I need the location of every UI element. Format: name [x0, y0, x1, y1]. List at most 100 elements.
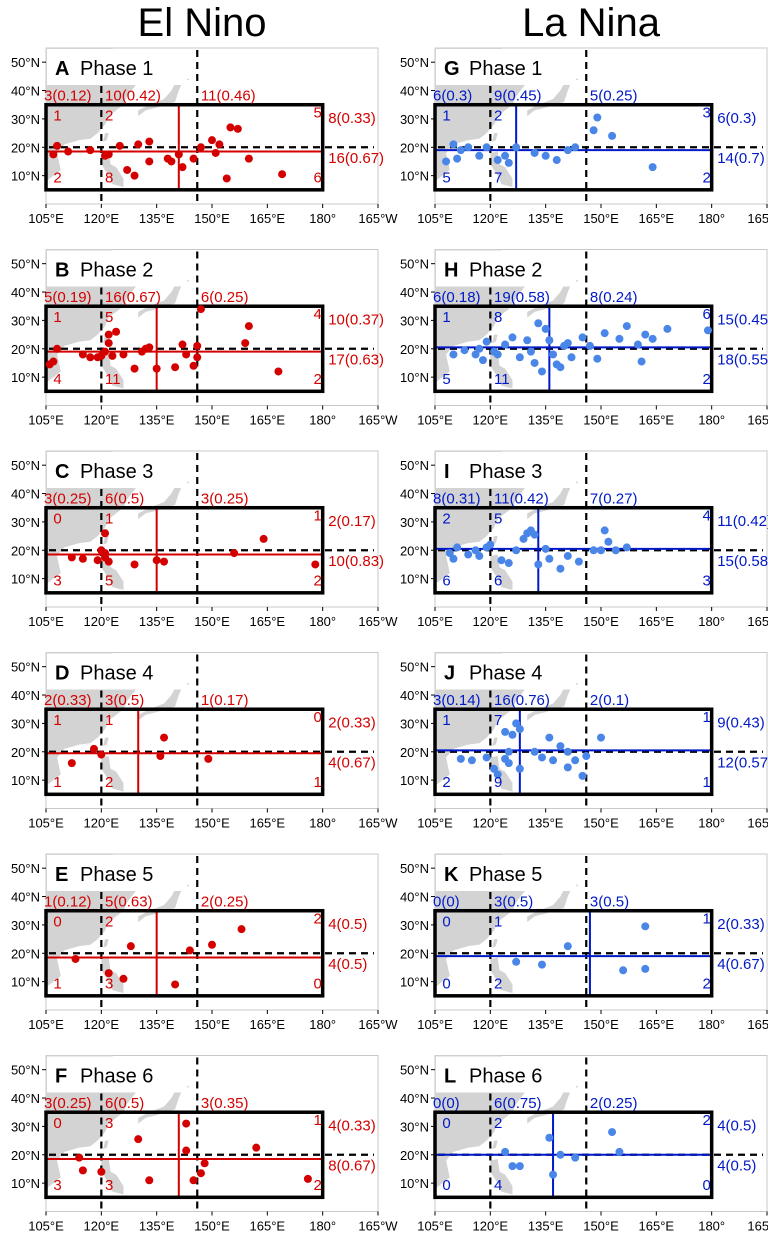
tc-point-F-11	[196, 1169, 205, 1178]
tc-point-B-2	[53, 344, 62, 353]
top-count-J-1: 16(0.76)	[494, 692, 550, 709]
tc-point-B-17	[152, 364, 161, 373]
right-count-south-H: 18(0.55)	[717, 351, 768, 368]
lat-label-A-20: 20°N	[11, 140, 40, 155]
lon-label-J-195: 165°W	[747, 816, 768, 831]
tc-point-A-19	[211, 148, 220, 157]
lat-label-K-40: 40°N	[400, 890, 429, 905]
land-taiwan-F	[103, 1140, 109, 1150]
lon-label-H-120: 120°E	[473, 413, 509, 428]
tc-point-B-25	[244, 322, 253, 331]
tc-point-H-15	[537, 367, 546, 376]
quad-tl-F: 0	[53, 1115, 61, 1132]
top-count-F-2: 3(0.35)	[201, 1095, 249, 1112]
lat-label-H-10: 10°N	[400, 370, 429, 385]
quad-bc-H: 11	[494, 371, 510, 388]
lon-label-B-150: 150°E	[194, 413, 230, 428]
land-taiwan-H	[492, 334, 498, 344]
tc-point-H-3	[475, 344, 484, 353]
tc-point-J-19	[563, 763, 572, 772]
right-count-south-L: 4(0.5)	[717, 1157, 756, 1174]
tc-point-G-15	[571, 143, 580, 152]
tc-point-B-22	[193, 353, 202, 362]
lon-label-C-150: 150°E	[194, 614, 230, 629]
lat-label-E-40: 40°N	[11, 890, 40, 905]
lon-label-G-195: 165°W	[747, 211, 768, 226]
quad-br-L: 0	[702, 1177, 710, 1194]
lon-label-L-195: 165°W	[747, 1219, 768, 1234]
land-philippines-K	[490, 957, 513, 993]
right-count-south-J: 12(0.57)	[717, 754, 768, 771]
tc-point-G-3	[456, 146, 465, 155]
lon-label-E-195: 165°W	[358, 1017, 398, 1032]
lon-label-E-150: 150°E	[194, 1017, 230, 1032]
land-philippines-E	[101, 957, 124, 993]
quad-br-H: 2	[702, 371, 710, 388]
tc-point-B-9	[104, 330, 113, 339]
right-count-north-G: 6(0.3)	[717, 110, 756, 127]
panel-phase-K: Phase 5	[469, 864, 542, 886]
right-count-north-K: 2(0.33)	[717, 916, 765, 933]
quad-tl-L: 0	[442, 1115, 450, 1132]
tc-point-K-0	[512, 957, 521, 966]
top-count-I-1: 11(0.42)	[494, 490, 549, 507]
lon-label-A-135: 135°E	[139, 211, 175, 226]
lon-label-B-120: 120°E	[84, 413, 120, 428]
tc-point-H-7	[493, 350, 502, 359]
right-count-south-D: 4(0.67)	[328, 754, 376, 771]
top-count-H-0: 6(0.18)	[433, 289, 481, 306]
lon-label-I-180: 180°	[698, 614, 725, 629]
tc-point-B-24	[196, 305, 205, 314]
tc-point-G-0	[442, 157, 451, 166]
tc-point-J-2	[482, 753, 491, 762]
top-count-J-0: 3(0.14)	[433, 692, 481, 709]
panel-label-bg-I	[436, 452, 576, 488]
lat-label-B-30: 30°N	[11, 313, 40, 328]
tc-point-B-23	[193, 341, 202, 350]
tc-point-B-7	[101, 347, 110, 356]
tc-point-H-14	[534, 319, 543, 328]
quad-bl-B: 4	[53, 371, 61, 388]
panel-letter-B: B	[55, 260, 69, 282]
panel-letter-J: J	[444, 663, 455, 685]
tc-point-E-3	[126, 942, 135, 951]
panel-letter-F: F	[55, 1066, 67, 1088]
top-count-B-2: 6(0.25)	[201, 289, 249, 306]
land-mass-C	[46, 451, 139, 607]
quad-tr-C: 1	[313, 507, 321, 524]
lon-label-B-105: 105°E	[28, 413, 64, 428]
panel-F: F Phase 6 3(0.25) 6(0.5) 3(0.35) 4(0.33) 8(0.6…	[11, 1055, 398, 1234]
lat-label-B-40: 40°N	[11, 285, 40, 300]
quad-bc-A: 8	[105, 170, 113, 187]
panel-phase-C: Phase 3	[80, 461, 153, 483]
tc-point-L-4	[549, 1170, 558, 1179]
top-count-F-1: 6(0.5)	[105, 1095, 144, 1112]
tc-point-A-2	[64, 147, 73, 156]
tc-point-J-4	[493, 770, 502, 779]
lat-label-C-30: 30°N	[11, 515, 40, 530]
panel-C: C Phase 3 3(0.25) 6(0.5) 3(0.25) 2(0.17) 10(0.…	[11, 450, 398, 629]
tc-point-E-2	[119, 974, 128, 983]
lon-label-C-180: 180°	[309, 614, 336, 629]
lat-label-J-50: 50°N	[400, 660, 429, 675]
tc-point-I-11	[519, 534, 528, 543]
land-mass-D	[46, 652, 139, 809]
lat-label-G-50: 50°N	[400, 55, 429, 70]
la-nina-title: La Nina	[522, 1, 661, 45]
tc-point-I-20	[574, 557, 583, 566]
tc-point-G-8	[501, 151, 510, 160]
quad-bl-F: 3	[53, 1177, 61, 1194]
lon-label-L-165: 165°E	[639, 1219, 675, 1234]
land-taiwan-J	[492, 737, 498, 747]
tc-point-K-4	[641, 922, 650, 931]
tc-point-J-17	[556, 742, 565, 751]
tc-point-I-21	[589, 546, 598, 555]
tc-point-H-8	[501, 340, 510, 349]
panel-letter-I: I	[444, 461, 450, 483]
tc-point-D-2	[97, 750, 106, 759]
tc-point-G-18	[608, 131, 617, 140]
quad-br-J: 1	[702, 774, 710, 791]
tc-point-G-5	[475, 151, 484, 160]
tc-point-C-13	[311, 560, 320, 569]
tc-point-A-1	[49, 150, 58, 159]
